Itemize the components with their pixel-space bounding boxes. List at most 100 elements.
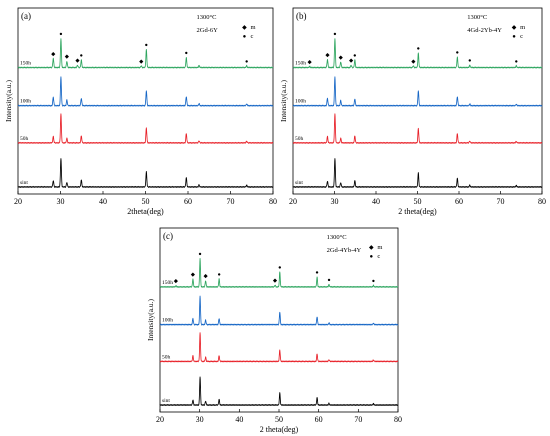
peak-marker: ● [185,51,188,57]
legend-label-c: c [520,33,523,40]
series-label-100h: 100h [295,99,306,105]
series-label-150h: 150h [162,280,173,286]
peak-marker: ● [372,278,375,284]
series-line-150h [159,257,399,288]
peak-marker: ◆ [139,59,144,65]
peak-marker: ● [327,278,330,284]
peak-marker: ◆ [191,272,196,278]
peak-marker: ● [217,272,220,278]
x-tick-label: 60 [184,197,192,206]
legend-symbol-m: ◆ [369,245,374,251]
x-tick-label: 40 [372,197,380,206]
series-line-50h [17,113,274,144]
panel-label: (b) [296,11,307,21]
x-axis-label: 2theta(deg) [127,207,164,216]
x-tick-label: 50 [142,197,150,206]
x-tick-label: 60 [315,415,323,424]
x-tick-label: 80 [538,197,546,206]
peak-marker: ◆ [339,55,344,61]
legend-symbol-m: ◆ [512,25,517,31]
peak-marker: ● [456,50,459,56]
legend-symbol-m: ◆ [242,25,247,31]
panel-label: (c) [163,231,173,241]
panel-c: 20 30 40 50 60 70 80 2 theta(deg) Intensity(a.u.… [146,227,402,434]
x-tick-label: 30 [331,197,339,206]
panel-label: (a) [21,11,31,21]
x-tick-label: 80 [269,197,277,206]
panel-b: 20 30 40 50 60 70 80 2 theta(deg) Intensity(a.u.… [279,7,546,216]
peak-marker: ◆ [411,59,416,65]
series-line-100h [159,295,399,326]
peak-marker: ● [145,43,148,49]
series-label-50h: 50h [295,136,304,142]
peak-marker: ◆ [349,58,354,64]
x-axis-label: 2 theta(deg) [398,207,437,216]
x-tick-label: 60 [455,197,463,206]
peak-marker: ● [278,265,281,271]
series-label-150h: 150h [20,61,31,67]
x-tick-label: 50 [275,415,283,424]
peak-marker: ● [515,59,518,65]
x-tick-label: 20 [289,197,297,206]
peak-marker: ● [198,251,201,257]
series-label-150h: 150h [295,61,306,67]
peak-marker: ◆ [325,52,330,58]
y-axis-label: Intensity(a.u.) [279,79,288,122]
peak-marker: ● [468,58,471,64]
legend-label-c: c [250,33,253,40]
peak-marker: ◆ [174,279,179,285]
series-line-150h [292,38,543,69]
series-line-50h [292,113,543,144]
series-line-50h [159,332,399,363]
legend-label-m: m [377,244,382,251]
series-label-50h: 50h [20,136,29,142]
peak-marker: ◆ [273,278,278,284]
peak-marker: ● [417,46,420,52]
temperature-annotation: 1300°C [197,14,217,21]
x-tick-label: 30 [57,197,65,206]
composition-annotation: 2Gd-4Yb-4Y [327,247,362,254]
series-line-150h [17,38,274,69]
series-line-sint [17,158,274,188]
series-line-sint [292,158,543,188]
x-tick-label: 70 [354,415,362,424]
series-line-100h [17,76,274,107]
peak-marker: ◆ [75,58,80,64]
legend-symbol-c: ● [512,34,516,40]
legend-symbol-c: ● [243,34,247,40]
peak-marker: ◆ [51,51,56,57]
temperature-annotation: 1300°C [467,14,487,21]
series-line-100h [292,76,543,107]
peak-marker: ◆ [307,59,312,65]
series-label-100h: 100h [162,318,173,324]
composition-annotation: 4Gd-2Yb-4Y [467,27,502,34]
panel-a: 20 30 40 50 60 70 80 2theta(deg) Intensity(a.u.)… [4,7,277,216]
x-axis-label: 2 theta(deg) [260,425,299,434]
x-tick-label: 70 [227,197,235,206]
x-tick-label: 80 [394,415,402,424]
legend-label-m: m [520,24,525,31]
peak-marker: ● [245,59,248,65]
x-tick-label: 40 [99,197,107,206]
temperature-annotation: 1300°C [327,234,347,241]
x-tick-label: 30 [196,415,204,424]
composition-annotation: 2Gd-6Y [197,27,219,34]
x-tick-label: 40 [235,415,243,424]
y-axis-label: Intensity(a.u.) [4,79,13,122]
series-label-sint: sint [162,398,170,404]
x-tick-label: 50 [414,197,422,206]
series-label-100h: 100h [20,99,31,105]
peak-marker: ◆ [65,54,70,60]
peak-marker: ● [315,270,318,276]
peak-marker: ● [353,53,356,59]
series-label-sint: sint [20,180,28,186]
x-tick-label: 20 [156,415,164,424]
legend-label-m: m [250,24,255,31]
legend-label-c: c [377,253,380,260]
y-axis-label: Intensity(a.u.) [146,298,155,341]
series-line-sint [159,376,399,407]
peak-marker: ◆ [203,274,208,280]
legend-symbol-c: ● [370,254,374,260]
x-tick-label: 70 [497,197,505,206]
series-label-50h: 50h [162,354,171,360]
